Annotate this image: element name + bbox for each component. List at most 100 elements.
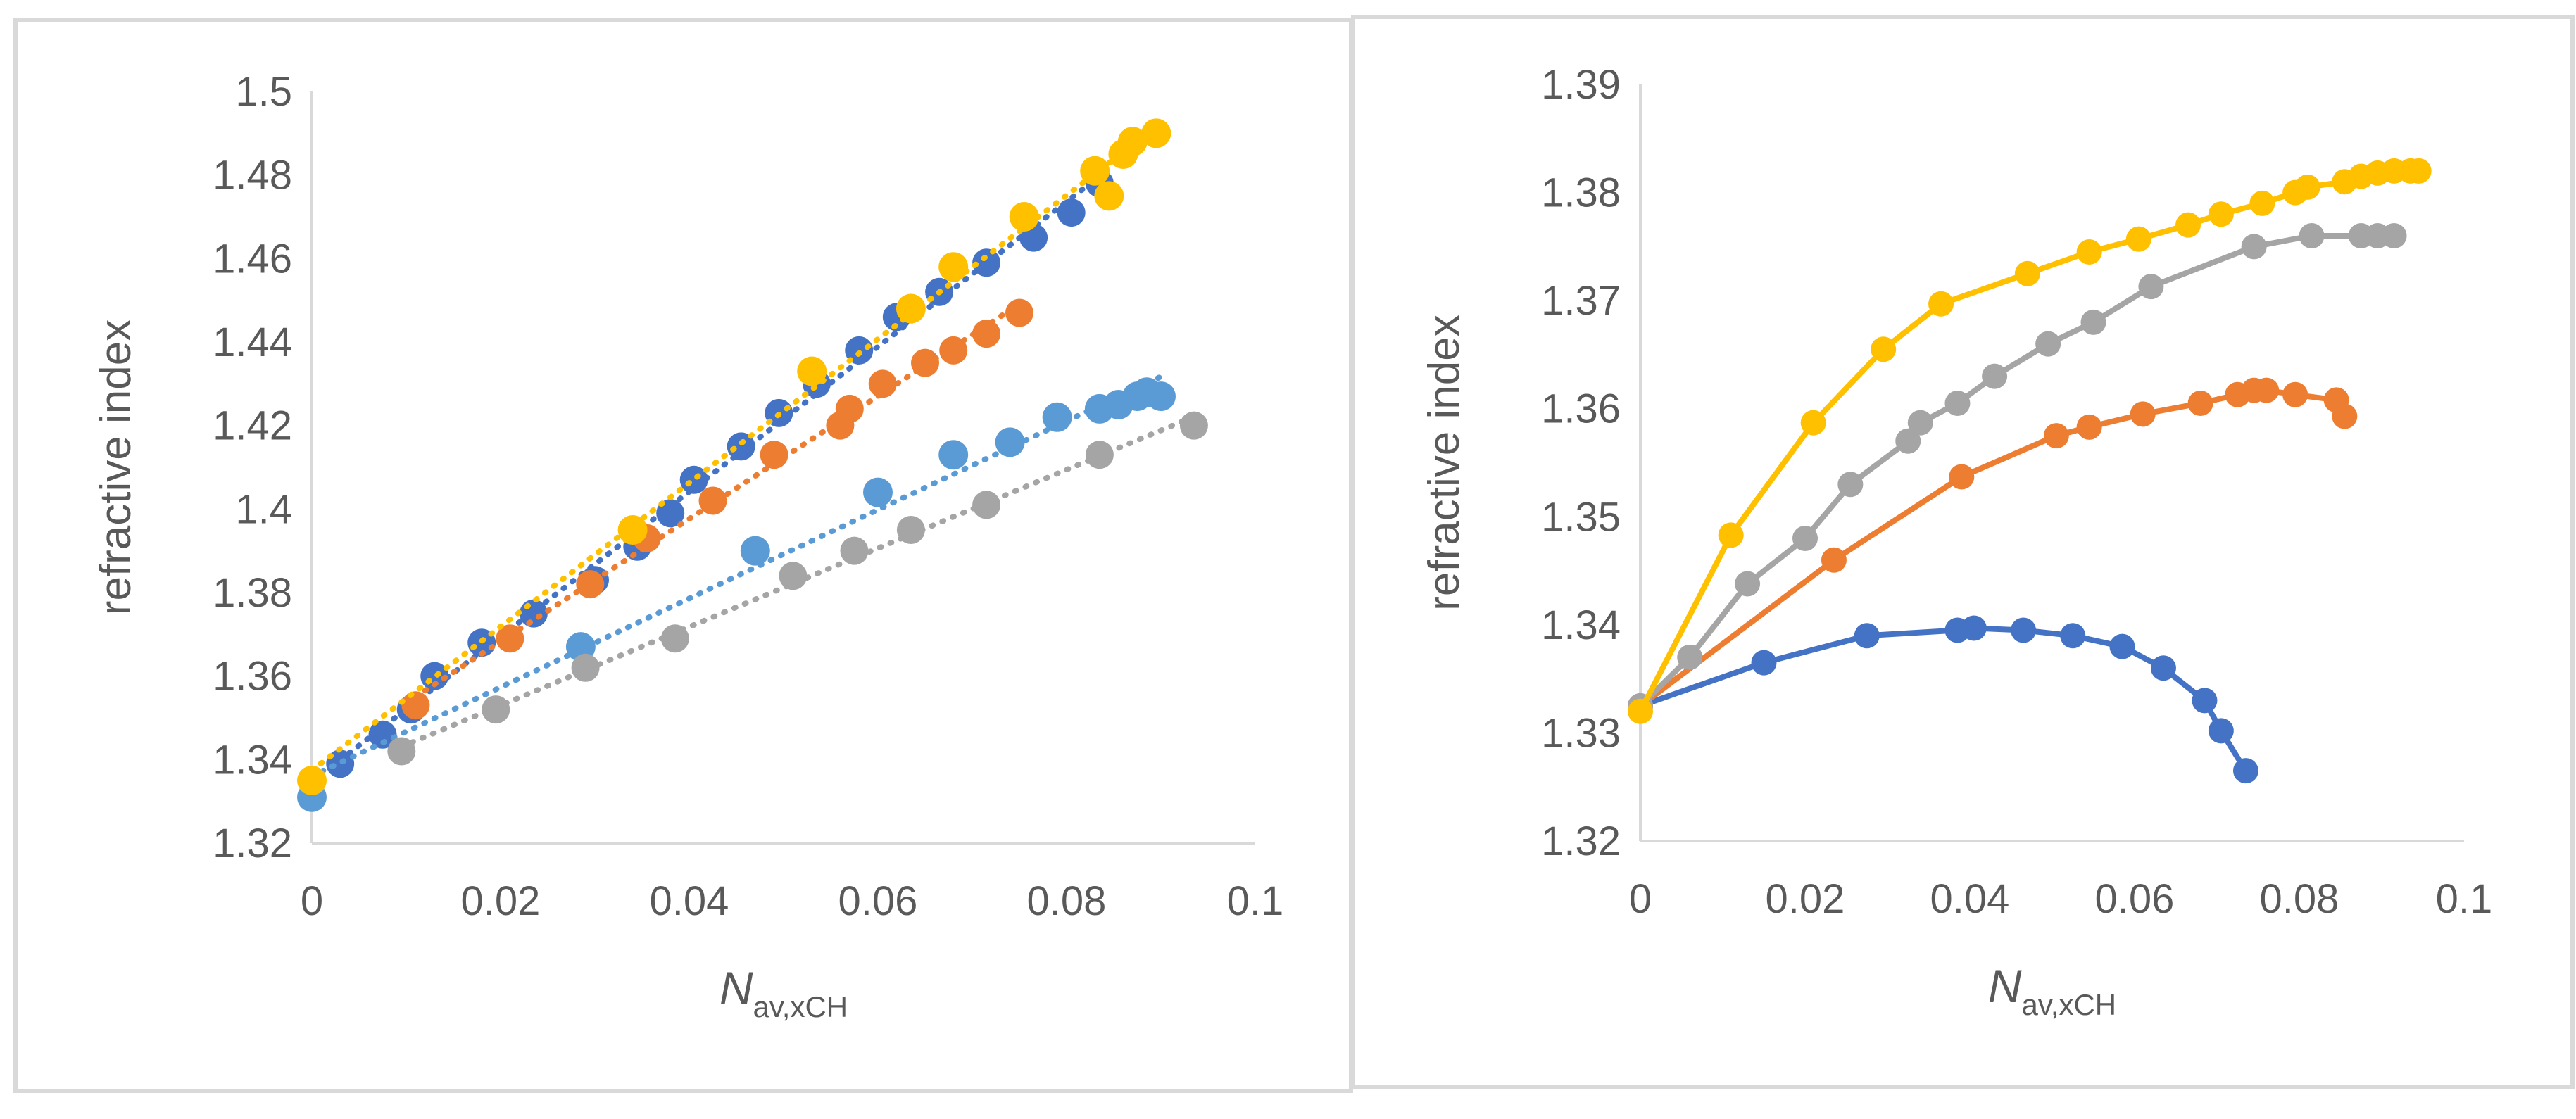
left-y-tick-label: 1.32	[213, 821, 292, 866]
right-point-blue	[2150, 655, 2176, 681]
left-trendline-yellow	[309, 124, 1160, 773]
right-point-orange	[1821, 547, 1847, 573]
left-point-light-blue	[740, 536, 770, 566]
right-point-gray	[1907, 410, 1933, 436]
left-point-light-blue	[938, 440, 969, 470]
left-point-orange	[868, 369, 897, 398]
left-y-tick-label: 1.46	[213, 236, 292, 282]
right-point-gray	[1792, 526, 1818, 551]
right-point-yellow	[2294, 174, 2320, 200]
right-point-yellow	[1718, 522, 1744, 548]
right-point-gray	[1944, 391, 1971, 417]
right-x-axis-title-subscript: av,xCH	[2022, 988, 2117, 1021]
right-point-orange	[2254, 377, 2280, 403]
left-x-tick-label: 0.08	[1027, 878, 1107, 924]
right-x-tick-label: 0.02	[1766, 876, 1845, 922]
right-point-blue	[1854, 623, 1880, 649]
left-y-tick-label: 1.38	[213, 570, 292, 616]
left-point-dark-blue	[1057, 198, 1086, 227]
right-point-gray	[1735, 571, 1761, 597]
left-y-tick-label: 1.34	[213, 737, 292, 783]
right-point-blue	[2109, 633, 2135, 659]
right-point-orange	[1949, 464, 1975, 490]
right-point-blue	[1961, 615, 1987, 641]
left-point-light-blue	[1146, 381, 1176, 412]
left-y-tick-label: 1.36	[213, 654, 292, 700]
right-x-tick-label: 0.04	[1930, 876, 2010, 922]
right-y-tick-label: 1.39	[1541, 62, 1621, 108]
left-point-orange	[911, 348, 939, 377]
left-y-tick-label: 1.48	[213, 153, 292, 198]
left-x-axis-title-main: N	[720, 962, 753, 1014]
right-y-tick-label: 1.38	[1541, 170, 1621, 216]
left-trendline-light-blue	[309, 374, 1164, 779]
left-point-gray	[482, 695, 510, 724]
right-point-orange	[2076, 414, 2102, 440]
right-point-blue	[2060, 623, 2086, 649]
left-point-gray	[972, 491, 1001, 519]
left-x-tick-label: 0.1	[1227, 878, 1284, 924]
left-point-orange	[698, 486, 727, 515]
left-point-gray	[1085, 441, 1114, 469]
right-y-tick-label: 1.37	[1541, 278, 1621, 324]
right-series-gray	[1628, 223, 2407, 719]
right-point-gray	[2299, 223, 2325, 248]
left-point-light-blue	[863, 477, 893, 507]
left-point-dark-blue	[679, 465, 708, 494]
left-point-yellow	[1080, 156, 1110, 186]
left-x-tick-label: 0.06	[838, 878, 918, 924]
left-y-tick-label: 1.5	[235, 69, 292, 115]
right-chart: 1.32 1.33 1.34 1.35 1.36 1.37 1.38 1.39 0 0.02 0.0…	[1420, 62, 2492, 1021]
right-x-tick-label: 0.08	[2260, 876, 2339, 922]
left-point-gray	[660, 624, 689, 653]
left-point-gray	[840, 536, 869, 565]
right-point-yellow	[1871, 336, 1897, 362]
right-point-gray	[2381, 223, 2407, 248]
right-point-yellow	[1800, 410, 1826, 436]
left-series-light-blue	[297, 374, 1176, 812]
left-point-dark-blue	[656, 499, 685, 528]
right-y-tick-label: 1.36	[1541, 386, 1621, 432]
right-x-tick-label: 0.1	[2436, 876, 2493, 922]
left-point-orange	[496, 624, 524, 653]
right-point-gray	[1982, 363, 2008, 389]
left-point-gray	[387, 737, 416, 766]
right-y-tick-label: 1.34	[1541, 602, 1621, 648]
right-point-blue	[2011, 617, 2037, 643]
right-x-axis-title: Nav,xCH	[1988, 960, 2116, 1021]
right-point-yellow	[2014, 260, 2040, 286]
right-point-orange	[2187, 391, 2213, 417]
left-point-yellow	[1009, 202, 1039, 232]
left-point-orange	[760, 441, 788, 469]
right-point-yellow	[2125, 226, 2151, 252]
right-point-yellow	[2175, 212, 2201, 238]
right-point-blue	[2208, 718, 2234, 744]
left-point-yellow	[297, 766, 327, 795]
right-x-tick-label: 0	[1629, 876, 1652, 922]
left-y-tick-label: 1.44	[213, 320, 292, 365]
left-point-yellow	[896, 293, 926, 324]
right-point-orange	[2043, 423, 2069, 449]
left-point-light-blue	[995, 427, 1025, 457]
left-point-dark-blue	[519, 599, 548, 628]
left-point-light-blue	[1042, 402, 1072, 432]
right-series-yellow	[1628, 158, 2432, 724]
left-x-tick-label: 0	[301, 878, 323, 924]
left-x-axis-title: Nav,xCH	[720, 962, 848, 1023]
left-point-orange	[576, 570, 605, 599]
right-point-gray	[1895, 428, 1921, 454]
right-y-tick-label: 1.33	[1541, 710, 1621, 756]
left-point-gray	[1179, 411, 1208, 440]
right-point-orange	[2282, 381, 2308, 407]
right-point-yellow	[1928, 291, 1954, 317]
right-point-yellow	[2076, 239, 2102, 265]
left-point-dark-blue	[727, 432, 755, 461]
left-point-orange	[1005, 298, 1033, 327]
right-panel-frame	[1351, 15, 2575, 1089]
left-point-yellow	[938, 252, 969, 282]
left-y-tick-label: 1.4	[235, 486, 292, 532]
right-x-tick-label: 0.06	[2095, 876, 2175, 922]
right-point-orange	[2130, 401, 2156, 427]
left-x-axis-title-subscript: av,xCH	[753, 990, 848, 1023]
